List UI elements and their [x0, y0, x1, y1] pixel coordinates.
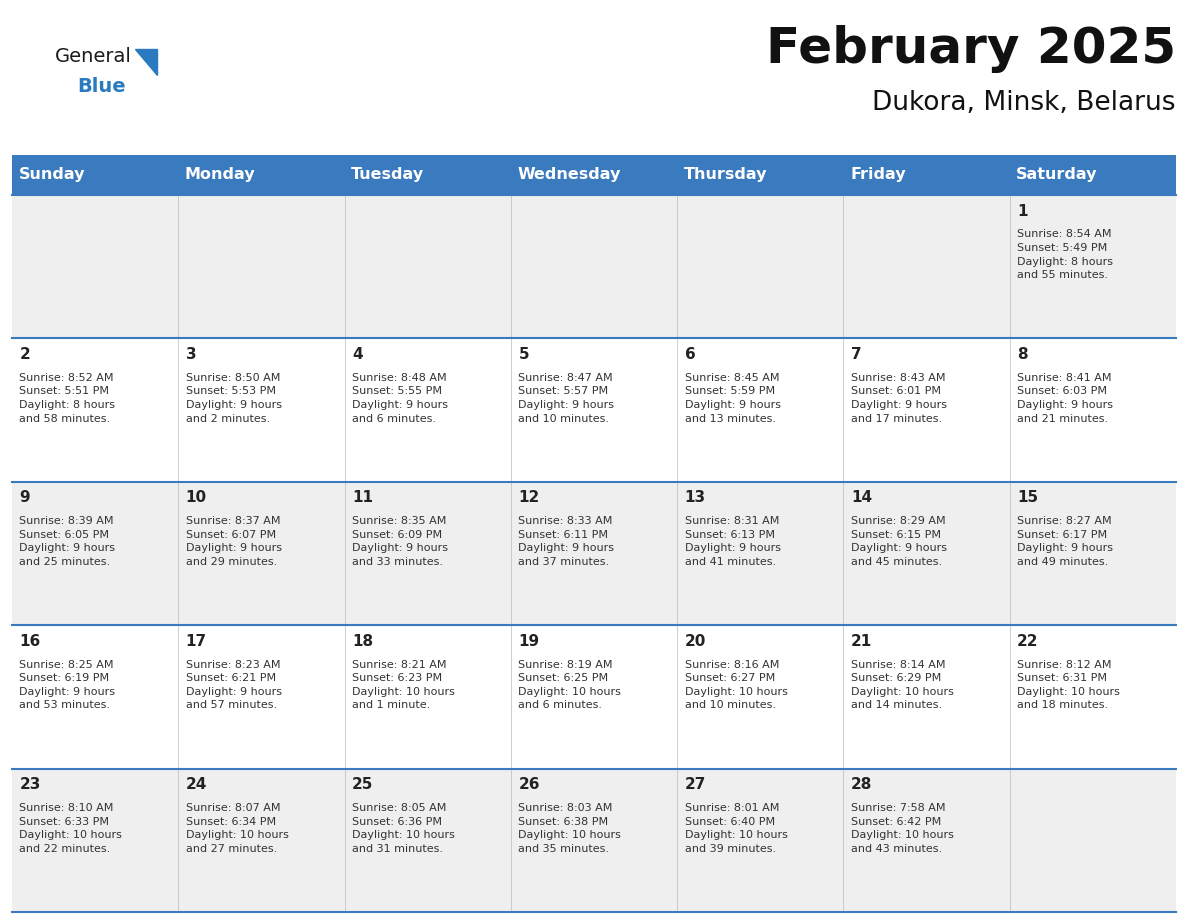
Text: Sunrise: 8:35 AM
Sunset: 6:09 PM
Daylight: 9 hours
and 33 minutes.: Sunrise: 8:35 AM Sunset: 6:09 PM Dayligh…: [352, 516, 448, 567]
Text: Sunrise: 8:03 AM
Sunset: 6:38 PM
Daylight: 10 hours
and 35 minutes.: Sunrise: 8:03 AM Sunset: 6:38 PM Dayligh…: [518, 803, 621, 854]
Text: 28: 28: [851, 778, 872, 792]
Text: Blue: Blue: [77, 77, 126, 96]
Text: Sunrise: 8:50 AM
Sunset: 5:53 PM
Daylight: 9 hours
and 2 minutes.: Sunrise: 8:50 AM Sunset: 5:53 PM Dayligh…: [185, 373, 282, 423]
Text: 13: 13: [684, 490, 706, 506]
Text: 5: 5: [518, 347, 529, 362]
Text: 26: 26: [518, 778, 539, 792]
Text: 2: 2: [19, 347, 30, 362]
Text: Monday: Monday: [185, 166, 255, 182]
Text: 7: 7: [851, 347, 861, 362]
Text: Sunrise: 8:10 AM
Sunset: 6:33 PM
Daylight: 10 hours
and 22 minutes.: Sunrise: 8:10 AM Sunset: 6:33 PM Dayligh…: [19, 803, 122, 854]
Text: Sunrise: 8:05 AM
Sunset: 6:36 PM
Daylight: 10 hours
and 31 minutes.: Sunrise: 8:05 AM Sunset: 6:36 PM Dayligh…: [352, 803, 455, 854]
Text: Sunrise: 8:43 AM
Sunset: 6:01 PM
Daylight: 9 hours
and 17 minutes.: Sunrise: 8:43 AM Sunset: 6:01 PM Dayligh…: [851, 373, 947, 423]
Text: 8: 8: [1017, 347, 1028, 362]
Text: 19: 19: [518, 633, 539, 649]
Text: Sunrise: 8:39 AM
Sunset: 6:05 PM
Daylight: 9 hours
and 25 minutes.: Sunrise: 8:39 AM Sunset: 6:05 PM Dayligh…: [19, 516, 115, 567]
Text: 16: 16: [19, 633, 40, 649]
Text: Sunrise: 8:48 AM
Sunset: 5:55 PM
Daylight: 9 hours
and 6 minutes.: Sunrise: 8:48 AM Sunset: 5:55 PM Dayligh…: [352, 373, 448, 423]
Text: 23: 23: [19, 778, 40, 792]
Text: 22: 22: [1017, 633, 1038, 649]
Text: 11: 11: [352, 490, 373, 506]
Text: 3: 3: [185, 347, 196, 362]
Text: Tuesday: Tuesday: [352, 166, 424, 182]
Text: Saturday: Saturday: [1017, 166, 1098, 182]
Text: Sunrise: 8:52 AM
Sunset: 5:51 PM
Daylight: 8 hours
and 58 minutes.: Sunrise: 8:52 AM Sunset: 5:51 PM Dayligh…: [19, 373, 115, 423]
Text: Thursday: Thursday: [684, 166, 767, 182]
Text: Sunrise: 8:41 AM
Sunset: 6:03 PM
Daylight: 9 hours
and 21 minutes.: Sunrise: 8:41 AM Sunset: 6:03 PM Dayligh…: [1017, 373, 1113, 423]
Text: 14: 14: [851, 490, 872, 506]
Text: Sunrise: 8:33 AM
Sunset: 6:11 PM
Daylight: 9 hours
and 37 minutes.: Sunrise: 8:33 AM Sunset: 6:11 PM Dayligh…: [518, 516, 614, 567]
Text: 21: 21: [851, 633, 872, 649]
Text: Sunrise: 8:37 AM
Sunset: 6:07 PM
Daylight: 9 hours
and 29 minutes.: Sunrise: 8:37 AM Sunset: 6:07 PM Dayligh…: [185, 516, 282, 567]
Text: Sunrise: 8:19 AM
Sunset: 6:25 PM
Daylight: 10 hours
and 6 minutes.: Sunrise: 8:19 AM Sunset: 6:25 PM Dayligh…: [518, 660, 621, 711]
Text: Sunrise: 8:31 AM
Sunset: 6:13 PM
Daylight: 9 hours
and 41 minutes.: Sunrise: 8:31 AM Sunset: 6:13 PM Dayligh…: [684, 516, 781, 567]
Text: Sunrise: 8:45 AM
Sunset: 5:59 PM
Daylight: 9 hours
and 13 minutes.: Sunrise: 8:45 AM Sunset: 5:59 PM Dayligh…: [684, 373, 781, 423]
Text: 27: 27: [684, 778, 706, 792]
Text: Sunrise: 8:01 AM
Sunset: 6:40 PM
Daylight: 10 hours
and 39 minutes.: Sunrise: 8:01 AM Sunset: 6:40 PM Dayligh…: [684, 803, 788, 854]
Text: 15: 15: [1017, 490, 1038, 506]
Text: Sunrise: 8:25 AM
Sunset: 6:19 PM
Daylight: 9 hours
and 53 minutes.: Sunrise: 8:25 AM Sunset: 6:19 PM Dayligh…: [19, 660, 115, 711]
Text: 24: 24: [185, 778, 207, 792]
Text: Sunrise: 8:14 AM
Sunset: 6:29 PM
Daylight: 10 hours
and 14 minutes.: Sunrise: 8:14 AM Sunset: 6:29 PM Dayligh…: [851, 660, 954, 711]
Text: Sunrise: 8:23 AM
Sunset: 6:21 PM
Daylight: 9 hours
and 57 minutes.: Sunrise: 8:23 AM Sunset: 6:21 PM Dayligh…: [185, 660, 282, 711]
Text: Sunrise: 8:27 AM
Sunset: 6:17 PM
Daylight: 9 hours
and 49 minutes.: Sunrise: 8:27 AM Sunset: 6:17 PM Dayligh…: [1017, 516, 1113, 567]
Text: Sunrise: 8:12 AM
Sunset: 6:31 PM
Daylight: 10 hours
and 18 minutes.: Sunrise: 8:12 AM Sunset: 6:31 PM Dayligh…: [1017, 660, 1120, 711]
Text: 18: 18: [352, 633, 373, 649]
Text: 9: 9: [19, 490, 30, 506]
Text: Sunrise: 8:47 AM
Sunset: 5:57 PM
Daylight: 9 hours
and 10 minutes.: Sunrise: 8:47 AM Sunset: 5:57 PM Dayligh…: [518, 373, 614, 423]
Text: Sunday: Sunday: [19, 166, 86, 182]
Text: Sunrise: 8:16 AM
Sunset: 6:27 PM
Daylight: 10 hours
and 10 minutes.: Sunrise: 8:16 AM Sunset: 6:27 PM Dayligh…: [684, 660, 788, 711]
Text: Friday: Friday: [851, 166, 905, 182]
Text: February 2025: February 2025: [766, 25, 1176, 73]
Text: Sunrise: 8:07 AM
Sunset: 6:34 PM
Daylight: 10 hours
and 27 minutes.: Sunrise: 8:07 AM Sunset: 6:34 PM Dayligh…: [185, 803, 289, 854]
Text: Sunrise: 8:29 AM
Sunset: 6:15 PM
Daylight: 9 hours
and 45 minutes.: Sunrise: 8:29 AM Sunset: 6:15 PM Dayligh…: [851, 516, 947, 567]
Text: Wednesday: Wednesday: [518, 166, 621, 182]
Text: Sunrise: 8:21 AM
Sunset: 6:23 PM
Daylight: 10 hours
and 1 minute.: Sunrise: 8:21 AM Sunset: 6:23 PM Dayligh…: [352, 660, 455, 711]
Text: 4: 4: [352, 347, 362, 362]
Text: 20: 20: [684, 633, 706, 649]
Text: 17: 17: [185, 633, 207, 649]
Text: Sunrise: 8:54 AM
Sunset: 5:49 PM
Daylight: 8 hours
and 55 minutes.: Sunrise: 8:54 AM Sunset: 5:49 PM Dayligh…: [1017, 230, 1113, 280]
Text: 12: 12: [518, 490, 539, 506]
Text: 6: 6: [684, 347, 695, 362]
Text: 25: 25: [352, 778, 373, 792]
Text: Dukora, Minsk, Belarus: Dukora, Minsk, Belarus: [872, 90, 1176, 116]
Text: 1: 1: [1017, 204, 1028, 218]
Text: Sunrise: 7:58 AM
Sunset: 6:42 PM
Daylight: 10 hours
and 43 minutes.: Sunrise: 7:58 AM Sunset: 6:42 PM Dayligh…: [851, 803, 954, 854]
Text: 10: 10: [185, 490, 207, 506]
Text: General: General: [55, 47, 132, 66]
